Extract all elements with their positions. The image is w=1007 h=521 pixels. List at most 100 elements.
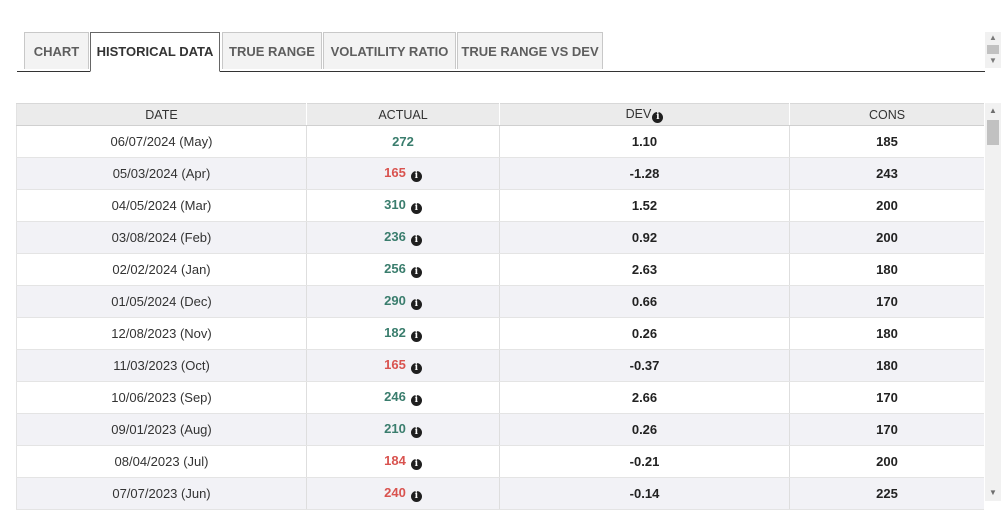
table-row[interactable]: 12/08/2023 (Nov) 182 i 0.26 180: [16, 317, 984, 350]
column-header-cons[interactable]: CONS: [789, 103, 984, 126]
cell-cons: 225: [789, 477, 984, 510]
cell-dev: -0.37: [499, 349, 790, 382]
tab-volatility-ratio[interactable]: VOLATILITY RATIO: [323, 32, 456, 69]
cell-dev: -0.14: [499, 477, 790, 510]
cell-date: 05/03/2024 (Apr): [16, 157, 307, 190]
cell-dev: 0.92: [499, 221, 790, 254]
cell-date: 07/07/2023 (Jun): [16, 477, 307, 510]
cell-cons: 243: [789, 157, 984, 190]
table-header-row: DATE ACTUAL DEV i CONS: [16, 103, 984, 126]
cell-cons: 180: [789, 317, 984, 350]
scroll-down-arrow-icon[interactable]: ▼: [989, 488, 997, 497]
table-row[interactable]: 10/06/2023 (Sep) 246 i 2.66 170: [16, 381, 984, 414]
cell-actual: 256 i: [306, 253, 500, 286]
tab-historical-data[interactable]: HISTORICAL DATA: [90, 32, 220, 72]
actual-value: 184: [384, 453, 406, 468]
cell-dev: 1.10: [499, 125, 790, 158]
actual-value: 240: [384, 485, 406, 500]
table-row[interactable]: 09/01/2023 (Aug) 210 i 0.26 170: [16, 413, 984, 446]
cell-actual: 236 i: [306, 221, 500, 254]
info-circle-icon[interactable]: i: [652, 111, 664, 123]
table-row[interactable]: 11/03/2023 (Oct) 165 i -0.37 180: [16, 349, 984, 382]
cell-actual: 165 i: [306, 157, 500, 190]
cell-dev: 0.66: [499, 285, 790, 318]
scroll-up-arrow-icon[interactable]: ▲: [989, 106, 997, 115]
actual-value: 236: [384, 229, 406, 244]
column-header-actual[interactable]: ACTUAL: [306, 103, 500, 126]
table-body: 06/07/2024 (May) 272 1.10 185 05/03/2024 (Ap…: [16, 125, 984, 510]
cell-date: 12/08/2023 (Nov): [16, 317, 307, 350]
info-circle-icon[interactable]: i: [410, 363, 422, 374]
cell-dev: 2.63: [499, 253, 790, 286]
cell-cons: 180: [789, 349, 984, 382]
cell-cons: 180: [789, 253, 984, 286]
info-circle-icon[interactable]: i: [410, 395, 422, 406]
table-row[interactable]: 03/08/2024 (Feb) 236 i 0.92 200: [16, 221, 984, 254]
cell-actual: 310 i: [306, 189, 500, 222]
cell-cons: 200: [789, 221, 984, 254]
info-circle-icon[interactable]: i: [410, 459, 422, 470]
actual-value: 210: [384, 421, 406, 436]
cell-dev: 0.26: [499, 317, 790, 350]
scroll-down-arrow-icon[interactable]: ▼: [989, 56, 997, 65]
actual-value: 256: [384, 261, 406, 276]
cell-cons: 200: [789, 189, 984, 222]
tab-bar: CHART HISTORICAL DATA TRUE RANGE VOLATIL…: [17, 32, 985, 72]
actual-value: 246: [384, 389, 406, 404]
table-scrollbar[interactable]: ▲ ▼: [985, 103, 1001, 501]
tab-chart[interactable]: CHART: [24, 32, 89, 69]
info-circle-icon[interactable]: i: [410, 427, 422, 438]
cell-date: 03/08/2024 (Feb): [16, 221, 307, 254]
cell-cons: 170: [789, 413, 984, 446]
table-row[interactable]: 07/07/2023 (Jun) 240 i -0.14 225: [16, 477, 984, 510]
tab-true-range-vs-dev[interactable]: TRUE RANGE VS DEV: [457, 32, 603, 69]
actual-value: 165: [384, 165, 406, 180]
cell-cons: 200: [789, 445, 984, 478]
table-row[interactable]: 02/02/2024 (Jan) 256 i 2.63 180: [16, 253, 984, 286]
historical-data-table: DATE ACTUAL DEV i CONS 06/07/2024 (May) 27…: [16, 103, 984, 510]
cell-dev: 0.26: [499, 413, 790, 446]
actual-value: 182: [384, 325, 406, 340]
info-circle-icon[interactable]: i: [410, 491, 422, 502]
cell-dev: 1.52: [499, 189, 790, 222]
info-circle-icon[interactable]: i: [410, 235, 422, 246]
cell-actual: 184 i: [306, 445, 500, 478]
actual-value: 310: [384, 197, 406, 212]
info-circle-icon[interactable]: i: [410, 299, 422, 310]
info-circle-icon[interactable]: i: [410, 171, 422, 182]
cell-date: 08/04/2023 (Jul): [16, 445, 307, 478]
cell-date: 01/05/2024 (Dec): [16, 285, 307, 318]
column-header-dev[interactable]: DEV i: [499, 103, 790, 126]
table-row[interactable]: 05/03/2024 (Apr) 165 i -1.28 243: [16, 157, 984, 190]
scroll-thumb[interactable]: [987, 120, 999, 145]
cell-date: 04/05/2024 (Mar): [16, 189, 307, 222]
cell-date: 11/03/2023 (Oct): [16, 349, 307, 382]
cell-dev: 2.66: [499, 381, 790, 414]
cell-actual: 210 i: [306, 413, 500, 446]
cell-actual: 272: [306, 125, 500, 158]
scroll-up-arrow-icon[interactable]: ▲: [989, 33, 997, 42]
actual-value: 272: [392, 134, 414, 149]
cell-dev: -0.21: [499, 445, 790, 478]
info-circle-icon[interactable]: i: [410, 331, 422, 342]
cell-actual: 246 i: [306, 381, 500, 414]
scroll-thumb[interactable]: [987, 45, 999, 54]
tabs-scrollbar[interactable]: ▲ ▼: [985, 32, 1001, 68]
info-circle-icon[interactable]: i: [410, 267, 422, 278]
actual-value: 165: [384, 357, 406, 372]
cell-actual: 182 i: [306, 317, 500, 350]
cell-cons: 170: [789, 285, 984, 318]
table-row[interactable]: 06/07/2024 (May) 272 1.10 185: [16, 125, 984, 158]
cell-cons: 185: [789, 125, 984, 158]
table-row[interactable]: 08/04/2023 (Jul) 184 i -0.21 200: [16, 445, 984, 478]
table-row[interactable]: 01/05/2024 (Dec) 290 i 0.66 170: [16, 285, 984, 318]
column-header-dev-label: DEV: [625, 106, 652, 121]
column-header-date[interactable]: DATE: [16, 103, 307, 126]
tab-true-range[interactable]: TRUE RANGE: [222, 32, 322, 69]
info-circle-icon[interactable]: i: [410, 203, 422, 214]
cell-date: 09/01/2023 (Aug): [16, 413, 307, 446]
cell-date: 06/07/2024 (May): [16, 125, 307, 158]
table-row[interactable]: 04/05/2024 (Mar) 310 i 1.52 200: [16, 189, 984, 222]
cell-dev: -1.28: [499, 157, 790, 190]
